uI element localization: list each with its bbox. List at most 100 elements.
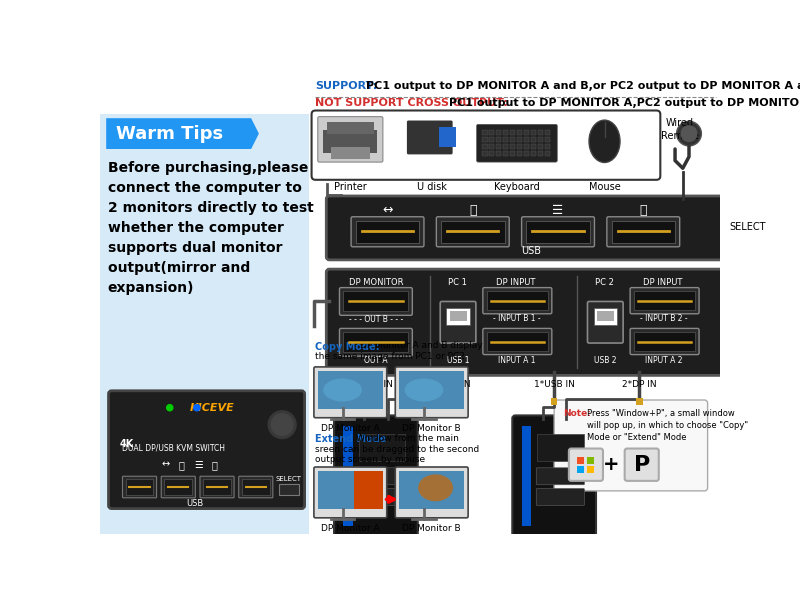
Ellipse shape (589, 120, 620, 163)
Bar (343, 426, 353, 526)
Text: USB 2: USB 2 (594, 356, 617, 365)
Circle shape (677, 121, 702, 146)
Bar (524, 143, 530, 149)
Text: SELECT: SELECT (275, 476, 302, 482)
Bar (531, 143, 536, 149)
Bar (489, 137, 494, 142)
FancyBboxPatch shape (395, 367, 468, 418)
Text: - - - OUT B - - -: - - - OUT B - - - (349, 316, 403, 325)
Text: USB: USB (521, 245, 541, 256)
Bar (538, 151, 543, 156)
Bar (100, 72, 310, 115)
Polygon shape (106, 118, 259, 149)
Bar (503, 137, 509, 142)
Bar (597, 311, 614, 322)
FancyBboxPatch shape (242, 479, 270, 495)
Text: 2*DP IN: 2*DP IN (622, 380, 657, 389)
Text: Wired
Remote: Wired Remote (661, 118, 698, 140)
Bar (482, 143, 487, 149)
Bar (537, 434, 584, 461)
Text: Window from the main: Window from the main (356, 434, 458, 443)
Bar (446, 308, 470, 325)
Text: DP Monitor A and B display: DP Monitor A and B display (361, 341, 483, 350)
Circle shape (166, 404, 173, 411)
Bar (510, 130, 515, 135)
Ellipse shape (405, 379, 443, 401)
Text: - INPUT B 2 -: - INPUT B 2 - (640, 314, 688, 323)
Bar (636, 398, 642, 406)
Bar (482, 137, 487, 142)
Bar (489, 143, 494, 149)
FancyBboxPatch shape (339, 287, 412, 316)
Text: 1*USB IN: 1*USB IN (351, 380, 393, 389)
FancyBboxPatch shape (351, 217, 424, 247)
Bar (524, 137, 530, 142)
FancyBboxPatch shape (634, 292, 695, 310)
Text: Press "Window+P", a small window
will pop up, in which to choose "Copy"
Mode or : Press "Window+P", a small window will po… (586, 409, 748, 442)
Text: DP Monitor B: DP Monitor B (402, 524, 461, 533)
Text: PC1 output to DP MONITOR A and B,or PC2 output to DP MONITOR A and B: PC1 output to DP MONITOR A and B,or PC2 … (366, 81, 800, 91)
FancyBboxPatch shape (536, 468, 584, 485)
FancyBboxPatch shape (109, 391, 305, 509)
FancyBboxPatch shape (477, 124, 558, 162)
FancyBboxPatch shape (440, 301, 476, 343)
Text: Note:: Note: (563, 409, 591, 418)
Text: P: P (634, 455, 650, 475)
Text: 4K: 4K (120, 439, 134, 449)
Bar (489, 130, 494, 135)
FancyBboxPatch shape (203, 479, 231, 495)
Bar (100, 72, 310, 534)
Bar (531, 151, 536, 156)
Bar (577, 466, 584, 473)
Text: ⎙: ⎙ (469, 204, 477, 217)
Text: SELECT: SELECT (730, 222, 766, 232)
Bar (482, 130, 487, 135)
FancyBboxPatch shape (326, 269, 735, 376)
FancyBboxPatch shape (311, 110, 660, 180)
Text: - INPUT B 1 -: - INPUT B 1 - (493, 314, 541, 323)
Text: the same image from PC1 or PC2: the same image from PC1 or PC2 (315, 352, 466, 361)
FancyBboxPatch shape (630, 287, 699, 314)
Text: OUT A: OUT A (364, 356, 388, 365)
Bar (503, 130, 509, 135)
Text: DP Monitor A: DP Monitor A (321, 424, 380, 433)
FancyBboxPatch shape (441, 221, 505, 243)
FancyBboxPatch shape (314, 367, 386, 418)
Bar (496, 143, 502, 149)
Bar (450, 311, 466, 322)
Text: Mouse: Mouse (589, 182, 621, 192)
Bar (538, 143, 543, 149)
Text: 1*USB IN: 1*USB IN (534, 380, 574, 389)
Ellipse shape (323, 379, 362, 401)
Text: INPUT A 1: INPUT A 1 (498, 356, 536, 365)
FancyBboxPatch shape (634, 332, 695, 351)
FancyBboxPatch shape (486, 332, 548, 351)
Bar (510, 151, 515, 156)
Bar (503, 143, 509, 149)
FancyBboxPatch shape (436, 217, 509, 247)
FancyBboxPatch shape (326, 196, 735, 260)
Circle shape (268, 411, 296, 439)
Bar (545, 137, 550, 142)
Bar (369, 398, 375, 406)
Text: Before purchasing,please
connect the computer to
2 monitors directly to test
whe: Before purchasing,please connect the com… (108, 161, 314, 295)
Ellipse shape (418, 475, 453, 501)
FancyBboxPatch shape (339, 328, 412, 356)
Text: sreen can be dragged to the second: sreen can be dragged to the second (315, 445, 480, 454)
Text: DP Monitor B: DP Monitor B (402, 424, 461, 433)
Bar (496, 137, 502, 142)
Text: Keyboard: Keyboard (494, 182, 540, 192)
Text: SUPPORT:: SUPPORT: (315, 81, 378, 91)
FancyBboxPatch shape (200, 476, 234, 498)
Text: 2*DP IN: 2*DP IN (436, 380, 470, 389)
Circle shape (271, 414, 293, 436)
Text: DP Monitor A: DP Monitor A (321, 524, 380, 533)
Text: INPUT A 2: INPUT A 2 (646, 356, 683, 365)
Bar (318, 471, 354, 509)
Text: DP INPUT: DP INPUT (643, 278, 682, 287)
Text: ☰: ☰ (553, 204, 564, 217)
FancyBboxPatch shape (536, 488, 584, 506)
Text: PC1 output to DP MONITOR A,PC2 output to DP MONITOR B: PC1 output to DP MONITOR A,PC2 output to… (449, 98, 800, 108)
Bar (359, 434, 406, 461)
FancyBboxPatch shape (358, 468, 406, 485)
